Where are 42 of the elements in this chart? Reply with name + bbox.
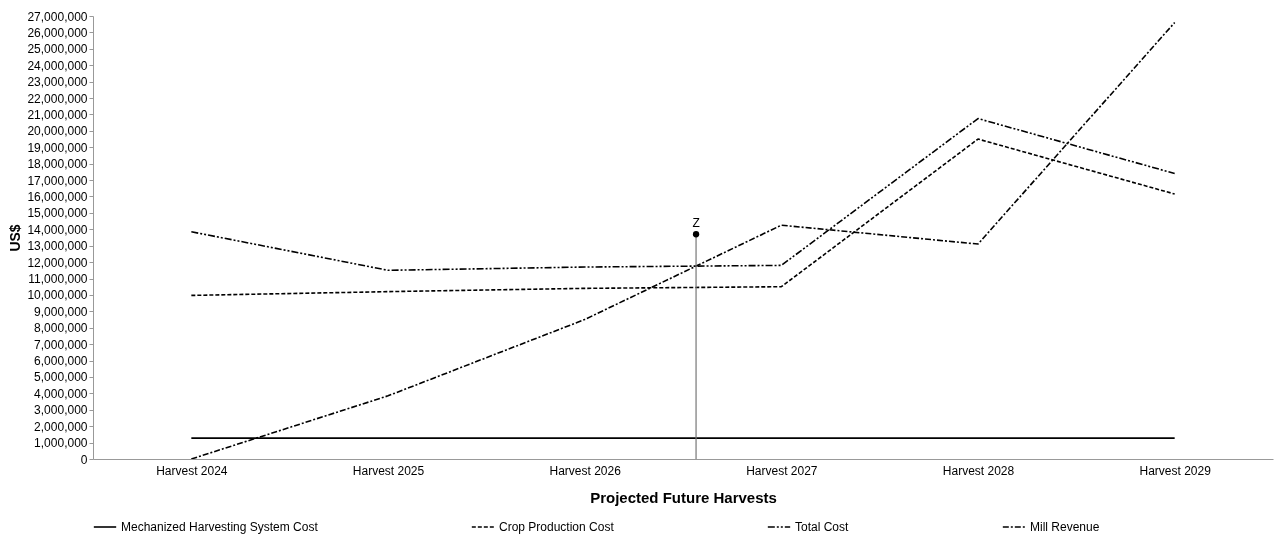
y-tick-label: 22,000,000 [27,91,88,106]
y-tick-label: 17,000,000 [27,173,88,188]
legend-label: Mechanized Harvesting System Cost [121,520,319,534]
y-tick-label: 6,000,000 [34,354,88,369]
y-tick-label: 11,000,000 [28,272,88,287]
y-axis-title: US$ [7,224,24,252]
y-tick-label: 1,000,000 [34,436,88,451]
x-tick-label: Harvest 2024 [156,463,228,478]
y-tick-label: 5,000,000 [34,370,88,385]
y-tick-label: 24,000,000 [27,58,88,73]
y-tick-label: 10,000,000 [27,288,88,303]
x-axis-title: Projected Future Harvests [590,488,777,506]
y-tick-label: 4,000,000 [34,386,88,401]
annotation: Z [692,216,700,231]
y-tick-label: 27,000,000 [27,9,88,24]
y-tick-label: 7,000,000 [34,337,88,352]
y-tick-label: 14,000,000 [27,222,88,237]
legend-label: Total Cost [795,520,850,534]
y-tick-label: 0 [80,452,88,467]
y-tick-label: 2,000,000 [34,419,88,434]
line-series [190,21,1176,459]
y-tick-label: 25,000,000 [27,42,88,57]
x-tick-label: Harvest 2027 [746,463,818,478]
x-tick-label: Harvest 2026 [549,463,622,478]
y-tick-label: 18,000,000 [27,157,88,172]
y-tick-label: 13,000,000 [27,239,88,254]
legend-label: Crop Production Cost [499,520,615,534]
y-tick-label: 3,000,000 [34,403,88,418]
legend-label: Mill Revenue [1030,520,1100,534]
y-tick-label: 9,000,000 [34,304,88,319]
y-tick-label: 12,000,000 [27,255,88,270]
y-tick-label: 20,000,000 [27,124,88,139]
y-tick-label: 15,000,000 [27,206,88,221]
y-tick-label: 26,000,000 [27,25,88,40]
x-tick-label: Harvest 2025 [352,463,425,478]
x-tick-label: Harvest 2029 [1139,463,1212,478]
y-tick-label: 21,000,000 [27,107,88,122]
y-tick-label: 23,000,000 [27,75,88,90]
y-tick-label: 19,000,000 [27,140,88,155]
y-tick-label: 8,000,000 [34,321,88,336]
x-tick-label: Harvest 2028 [942,463,1015,478]
y-tick-label: 16,000,000 [27,189,88,204]
